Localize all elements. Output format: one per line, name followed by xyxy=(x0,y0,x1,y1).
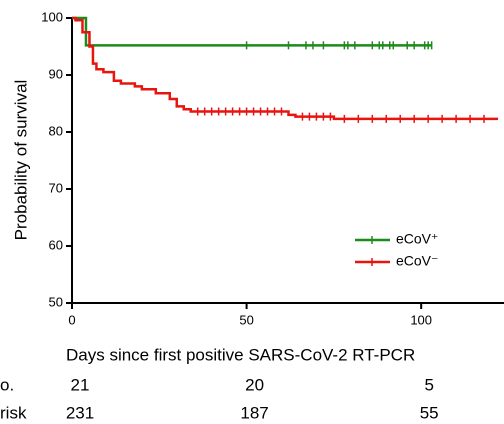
risk-value: 231 xyxy=(66,403,94,422)
y-tick-label: 60 xyxy=(49,237,63,252)
x-tick-label: 0 xyxy=(68,312,75,327)
risk-row-label: o. xyxy=(0,375,14,394)
y-axis-label: Probability of survival xyxy=(11,80,30,241)
x-tick-label: 50 xyxy=(239,312,253,327)
y-tick-label: 70 xyxy=(49,180,63,195)
y-tick-label: 90 xyxy=(49,66,63,81)
risk-value: 5 xyxy=(424,375,433,394)
y-tick-label: 50 xyxy=(49,294,63,309)
risk-value: 55 xyxy=(420,403,439,422)
legend-label: eCoV⁺ xyxy=(396,231,438,247)
y-tick-label: 80 xyxy=(49,123,63,138)
y-tick-label: 100 xyxy=(41,9,63,24)
legend-label: eCoV⁻ xyxy=(396,253,438,269)
risk-row-label: risk xyxy=(0,403,27,422)
x-axis-label: Days since first positive SARS-CoV-2 RT-… xyxy=(66,345,415,364)
risk-value: 187 xyxy=(240,403,268,422)
survival-curve xyxy=(72,16,432,47)
x-tick-label: 100 xyxy=(410,312,432,327)
risk-value: 21 xyxy=(71,375,90,394)
risk-value: 20 xyxy=(245,375,264,394)
survival-curve xyxy=(72,16,498,121)
